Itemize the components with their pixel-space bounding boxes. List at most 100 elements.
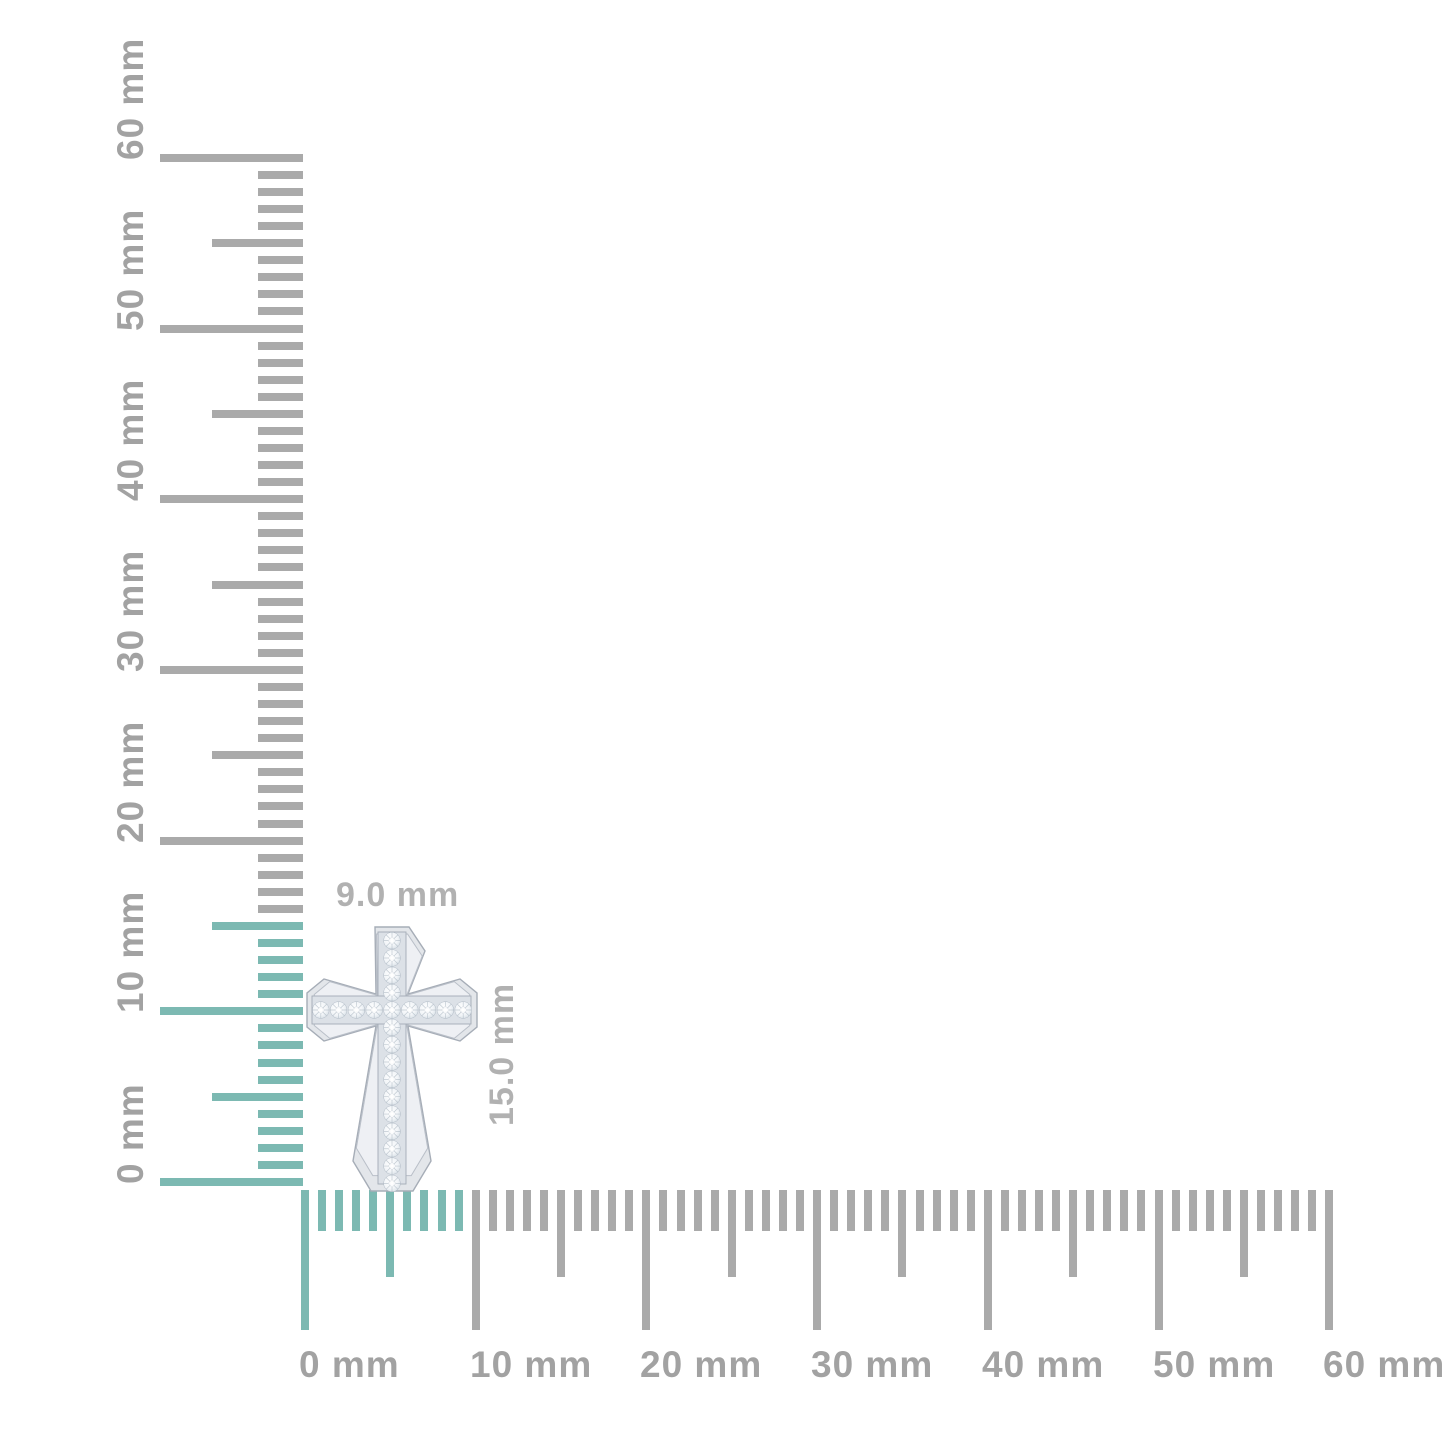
v-ruler-tick-major — [160, 666, 303, 674]
diamond-stone — [383, 1174, 401, 1193]
diamond-stone — [347, 1001, 366, 1019]
h-ruler-tick-minor — [1291, 1190, 1299, 1231]
v-ruler-tick-minor — [258, 188, 303, 196]
v-ruler-tick-major — [160, 1178, 303, 1186]
v-ruler-tick-half — [212, 239, 303, 247]
h-ruler-tick-minor — [830, 1190, 838, 1231]
diamond-stone — [383, 966, 401, 985]
h-ruler-tick-minor — [1103, 1190, 1111, 1231]
h-ruler-label: 30 mm — [811, 1344, 934, 1385]
diamond-stone — [383, 949, 401, 967]
v-ruler-tick-minor — [258, 768, 303, 776]
h-ruler-tick-minor — [864, 1190, 872, 1231]
h-ruler-tick-minor — [335, 1190, 343, 1231]
h-ruler-tick-minor — [1172, 1190, 1180, 1231]
v-ruler-tick-minor — [258, 1024, 303, 1032]
diamond-stone — [383, 1122, 401, 1141]
v-ruler-tick-minor — [258, 1161, 303, 1169]
v-ruler-tick-minor — [258, 717, 303, 725]
v-ruler-label: 10 mm — [110, 890, 151, 1013]
h-ruler-tick-minor — [1001, 1190, 1009, 1231]
v-ruler-tick-minor — [258, 802, 303, 810]
h-ruler-tick-major — [984, 1190, 992, 1330]
v-ruler-tick-minor — [258, 529, 303, 537]
v-ruler-tick-minor — [258, 734, 303, 742]
v-ruler-tick-minor — [258, 342, 303, 350]
v-ruler-tick-minor — [258, 973, 303, 981]
v-ruler-tick-minor — [258, 273, 303, 281]
h-ruler-tick-minor — [625, 1190, 633, 1231]
diamond-stone — [329, 1001, 348, 1019]
h-ruler-tick-major — [1325, 1190, 1333, 1330]
h-ruler-tick-minor — [420, 1190, 428, 1231]
diamond-stone — [418, 1001, 437, 1019]
h-ruler-tick-minor — [1120, 1190, 1128, 1231]
v-ruler-tick-minor — [258, 700, 303, 708]
v-ruler-tick-minor — [258, 512, 303, 520]
diamond-stone — [383, 931, 401, 950]
h-ruler-tick-minor — [950, 1190, 958, 1231]
v-ruler-label: 20 mm — [110, 720, 151, 843]
h-ruler-tick-minor — [438, 1190, 446, 1231]
h-ruler-tick-major — [1155, 1190, 1163, 1330]
v-ruler-tick-minor — [258, 444, 303, 452]
diamond-stone — [365, 1001, 383, 1019]
h-ruler-tick-minor — [352, 1190, 360, 1231]
v-ruler-tick-half — [212, 922, 303, 930]
v-ruler-tick-minor — [258, 171, 303, 179]
v-ruler-tick-major — [160, 325, 303, 333]
h-ruler-tick-minor — [1189, 1190, 1197, 1231]
h-ruler-tick-major — [813, 1190, 821, 1330]
h-ruler-tick-major — [642, 1190, 650, 1330]
v-ruler-tick-minor — [258, 615, 303, 623]
diamond-stone — [383, 1035, 401, 1054]
v-ruler-tick-minor — [258, 785, 303, 793]
h-ruler-tick-minor — [608, 1190, 616, 1231]
h-ruler-tick-major — [301, 1190, 309, 1330]
h-ruler-tick-minor — [318, 1190, 326, 1231]
v-ruler-tick-half — [212, 581, 303, 589]
v-ruler-tick-minor — [258, 632, 303, 640]
diamond-stones — [312, 931, 472, 1193]
h-ruler-tick-minor — [403, 1190, 411, 1231]
h-ruler-tick-minor — [762, 1190, 770, 1231]
h-ruler-tick-minor — [506, 1190, 514, 1231]
v-ruler-tick-major — [160, 1007, 303, 1015]
v-ruler-tick-minor — [258, 1127, 303, 1135]
v-ruler-tick-minor — [258, 359, 303, 367]
v-ruler-tick-minor — [258, 256, 303, 264]
h-ruler-tick-minor — [1274, 1190, 1282, 1231]
v-ruler-tick-minor — [258, 820, 303, 828]
h-ruler-tick-major — [472, 1190, 480, 1330]
width-dimension-label: 9.0 mm — [336, 876, 460, 914]
h-ruler-tick-minor — [489, 1190, 497, 1231]
v-ruler-tick-minor — [258, 939, 303, 947]
diamond-stone — [383, 1001, 401, 1019]
h-ruler-tick-minor — [677, 1190, 685, 1231]
height-dimension-label: 15.0 mm — [483, 982, 521, 1126]
h-ruler-tick-minor — [1308, 1190, 1316, 1231]
v-ruler-tick-minor — [258, 1076, 303, 1084]
v-ruler-tick-minor — [258, 307, 303, 315]
h-ruler-tick-half — [557, 1190, 565, 1277]
h-ruler-tick-minor — [659, 1190, 667, 1231]
v-ruler-tick-minor — [258, 905, 303, 913]
v-ruler-tick-minor — [258, 563, 303, 571]
h-ruler-tick-minor — [745, 1190, 753, 1231]
v-ruler-label: 30 mm — [110, 549, 151, 672]
v-ruler-tick-minor — [258, 427, 303, 435]
h-ruler-label: 20 mm — [640, 1344, 763, 1385]
h-ruler-tick-minor — [881, 1190, 889, 1231]
h-ruler-tick-minor — [933, 1190, 941, 1231]
diamond-stone — [383, 1105, 401, 1123]
diamond-stone — [383, 1088, 401, 1106]
v-ruler-tick-minor — [258, 871, 303, 879]
h-ruler-tick-minor — [455, 1190, 463, 1231]
v-ruler-label: 0 mm — [110, 1083, 151, 1184]
h-ruler-tick-half — [1240, 1190, 1248, 1277]
v-ruler-tick-minor — [258, 205, 303, 213]
h-ruler-label: 0 mm — [299, 1344, 400, 1385]
diamond-stone — [383, 1070, 401, 1089]
h-ruler-tick-half — [386, 1190, 394, 1277]
h-ruler-tick-minor — [1257, 1190, 1265, 1231]
